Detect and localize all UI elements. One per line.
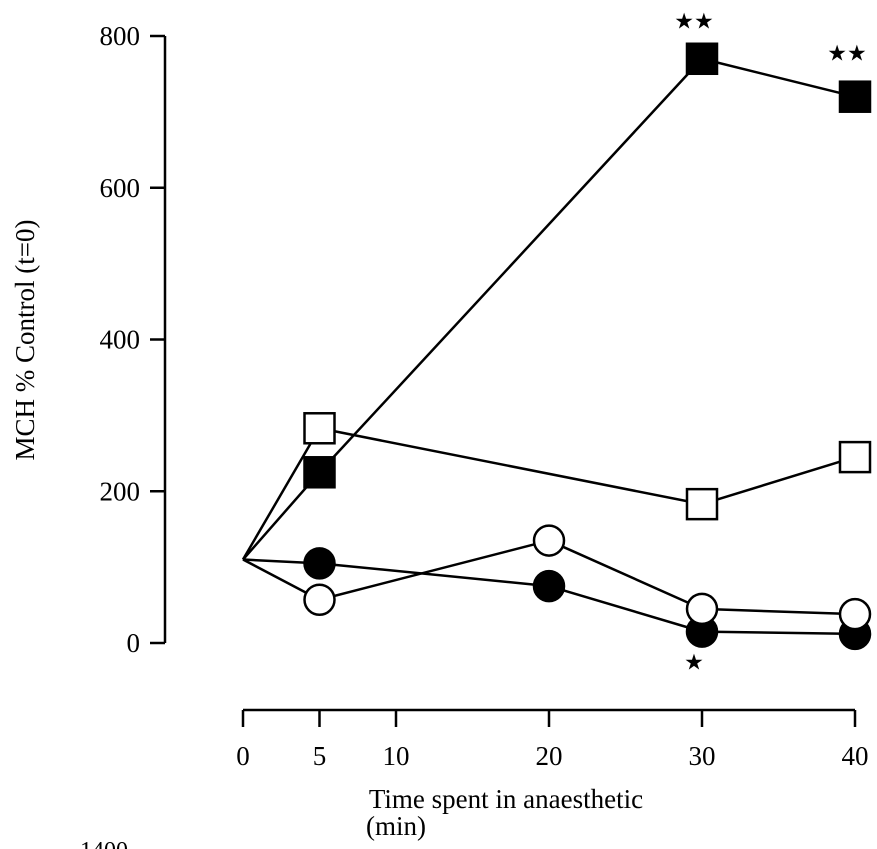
- bottom-stub-text: 1400: [80, 838, 128, 849]
- significance-stars: ★★: [674, 9, 713, 34]
- y-tick-label: 600: [100, 173, 141, 203]
- data-point-open-circle: [685, 592, 719, 626]
- data-point-open-square: [303, 412, 336, 445]
- x-ticks: 0 5 10 20 30 40: [236, 710, 869, 771]
- x-tick-label: 30: [689, 741, 716, 771]
- data-point-open-square: [838, 440, 872, 474]
- y-tick-label: 0: [127, 628, 141, 658]
- data-point-filled-square: [685, 42, 719, 76]
- data-point-open-circle: [838, 597, 872, 631]
- annotation-layer: ★★★★★: [674, 9, 866, 675]
- data-point-open-square: [685, 487, 719, 521]
- x-axis-label: Time spent in anaesthetic: [369, 784, 643, 814]
- x-tick-label: 40: [842, 741, 869, 771]
- y-tick-label: 400: [100, 325, 141, 355]
- x-tick-label: 20: [536, 741, 563, 771]
- series-line-filled-square: [242, 57, 856, 561]
- data-point-open-circle: [303, 583, 336, 617]
- data-point-open-circle: [532, 524, 566, 557]
- significance-stars: ★: [684, 651, 704, 676]
- data-point-filled-circle: [303, 547, 336, 580]
- data-point-filled-square: [303, 456, 336, 489]
- x-tick-label: 10: [383, 741, 410, 771]
- x-tick-label: 0: [236, 741, 250, 771]
- data-point-filled-circle: [532, 569, 566, 603]
- x-axis-unit: (min): [366, 811, 426, 841]
- y-axis-label: MCH % Control (t=0): [10, 220, 40, 461]
- series-layer: [241, 42, 872, 651]
- y-ticks: 0 200 400 600 800: [100, 21, 165, 658]
- data-point-filled-square: [838, 80, 872, 113]
- x-tick-label: 5: [313, 741, 327, 771]
- y-tick-label: 800: [100, 21, 141, 51]
- series-line-open-square: [241, 427, 856, 561]
- significance-stars: ★★: [827, 41, 866, 66]
- y-tick-label: 200: [100, 476, 141, 506]
